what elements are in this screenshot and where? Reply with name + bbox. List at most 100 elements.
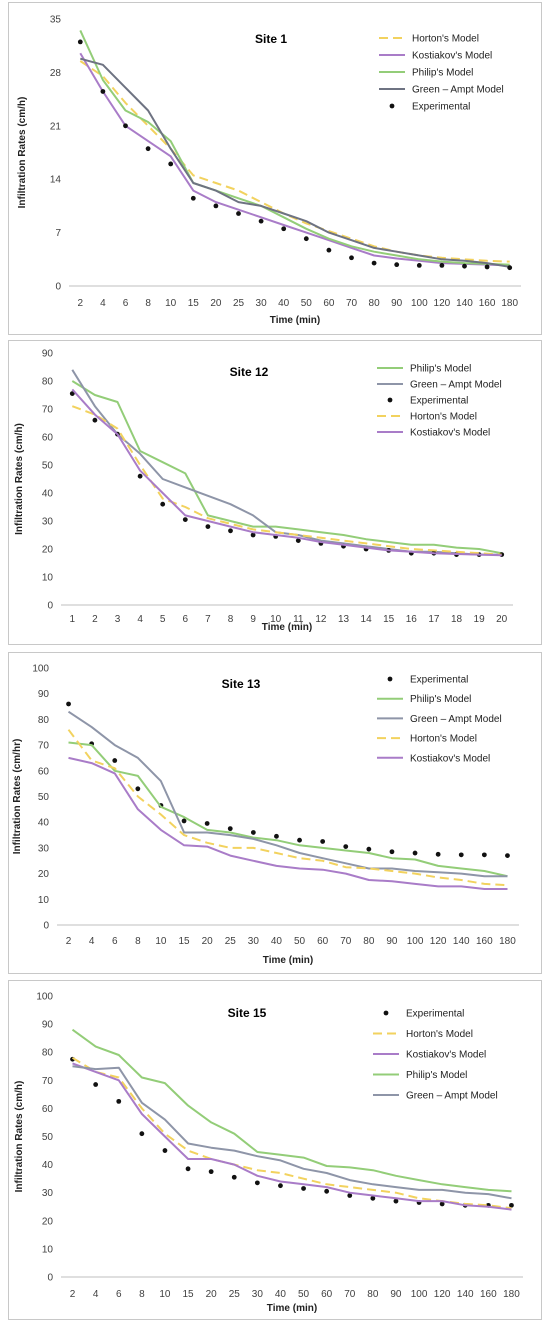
data-point-experimental [227,826,233,832]
legend-label-experimental: Experimental [410,396,468,407]
y-tick-label: 50 [38,792,50,803]
data-point-experimental [278,1183,283,1189]
series-line-philip [71,380,502,555]
x-tick-label: 3 [115,614,121,625]
x-tick-label: 1 [70,614,76,625]
x-tick-label: 9 [250,614,256,625]
data-point-experimental [389,849,395,855]
data-point-experimental [66,701,71,707]
data-point-experimental [439,263,445,268]
x-tick-label: 60 [321,1289,333,1300]
y-tick-label: 7 [55,228,61,239]
y-tick-label: 28 [50,68,62,79]
chart-panel-site-12: 0 10 20 30 40 50 60 70 80 90 1 2 3 4 5 6 7 8 9 10 11 12 13 14 15… [8,340,542,645]
y-tick-label: 30 [42,1188,54,1199]
x-tick-label: 19 [474,614,486,625]
data-point-experimental [228,528,233,534]
y-tick-label: 0 [43,921,49,932]
y-tick-label: 60 [42,433,54,444]
y-tick-label: 14 [50,175,62,186]
x-tick-label: 100 [411,298,428,309]
x-tick-label: 6 [123,298,129,309]
x-tick-label: 7 [205,614,211,625]
y-tick-label: 35 [50,15,62,26]
data-point-experimental [505,853,510,859]
data-point-experimental [145,146,151,152]
data-point-experimental [343,844,349,850]
x-tick-label: 160 [476,936,493,947]
x-tick-label: 30 [248,936,260,947]
y-tick-label: 40 [38,818,50,829]
data-point-experimental [250,532,256,538]
x-tick-label: 50 [294,936,306,947]
x-tick-label: 140 [456,298,473,309]
data-point-experimental [412,850,418,856]
data-point-experimental [347,1193,353,1198]
legend-marker-experimental [389,103,395,109]
series-line-green-ampt-light [72,1065,512,1200]
data-point-experimental [92,417,98,423]
y-tick-label: 80 [38,715,50,726]
y-tick-label: 80 [42,1048,54,1059]
data-point-experimental [112,758,118,763]
x-tick-label: 2 [92,614,98,625]
x-tick-label: 100 [411,1289,428,1300]
data-point-experimental [204,821,210,826]
x-tick-label: 4 [100,298,106,309]
y-tick-label: 50 [42,1132,54,1143]
y-tick-label: 10 [42,1244,54,1255]
data-point-experimental [320,839,326,844]
x-tick-label: 180 [501,298,518,309]
x-tick-label: 100 [407,936,424,947]
y-tick-label: 90 [42,1020,54,1031]
x-tick-label: 5 [160,614,166,625]
x-tick-label: 120 [434,298,451,309]
x-axis-label: Time (min) [263,955,313,966]
data-point-experimental [507,265,513,271]
y-tick-label: 30 [42,517,54,528]
chart-site-15: 0 10 20 30 40 50 60 70 80 90 100 2 4 6 8 10 15 20 25 30 40 50… [14,992,523,1314]
data-point-experimental [297,837,302,843]
x-tick-label: 60 [317,936,329,947]
x-tick-label: 40 [275,1289,287,1300]
chart-site-13: 0 10 20 30 40 50 60 70 80 90 100 2 4 6 8 10 15 20 25 30 40 50… [12,664,519,966]
y-tick-label: 0 [55,282,61,293]
x-tick-label: 90 [391,298,403,309]
legend-marker-experimental [383,1010,389,1016]
legend-label-green-ampt: Green – Ampt Model [412,85,504,96]
x-tick-label: 120 [434,1289,451,1300]
x-tick-label: 50 [298,1289,310,1300]
x-tick-label: 8 [228,614,234,625]
x-tick-label: 90 [390,1289,402,1300]
legend-label-philip: Philip's Model [412,68,473,79]
data-point-experimental [370,1195,376,1201]
x-tick-label: 6 [183,614,189,625]
x-tick-label: 70 [340,936,352,947]
y-tick-label: 100 [36,992,53,1003]
x-tick-label: 50 [301,298,313,309]
x-tick-label: 14 [361,614,373,625]
x-axis-label: Time (min) [262,622,312,633]
data-point-experimental [324,1188,330,1194]
y-tick-label: 21 [50,121,62,132]
data-point-experimental [160,501,166,507]
x-axis-label: Time (min) [267,1303,317,1314]
x-tick-label: 70 [344,1289,356,1300]
data-point-experimental [213,203,219,209]
series-line-kostiakov [71,388,502,557]
data-point-experimental [509,1202,514,1208]
data-point-experimental [182,517,188,522]
x-tick-label: 15 [182,1289,194,1300]
legend-label-kostiakov: Kostiakov's Model [406,1050,486,1061]
y-tick-label: 70 [42,405,54,416]
legend-label-kostiakov: Kostiakov's Model [412,51,492,62]
x-tick-label: 140 [457,1289,474,1300]
data-point-experimental [295,538,301,543]
x-tick-label: 18 [451,614,463,625]
series-line-kostiakov [72,1062,512,1211]
data-point-experimental [462,263,467,269]
x-tick-label: 80 [369,298,381,309]
data-point-experimental [168,161,174,167]
series-line-philip [79,29,510,266]
x-tick-label: 2 [66,936,72,947]
